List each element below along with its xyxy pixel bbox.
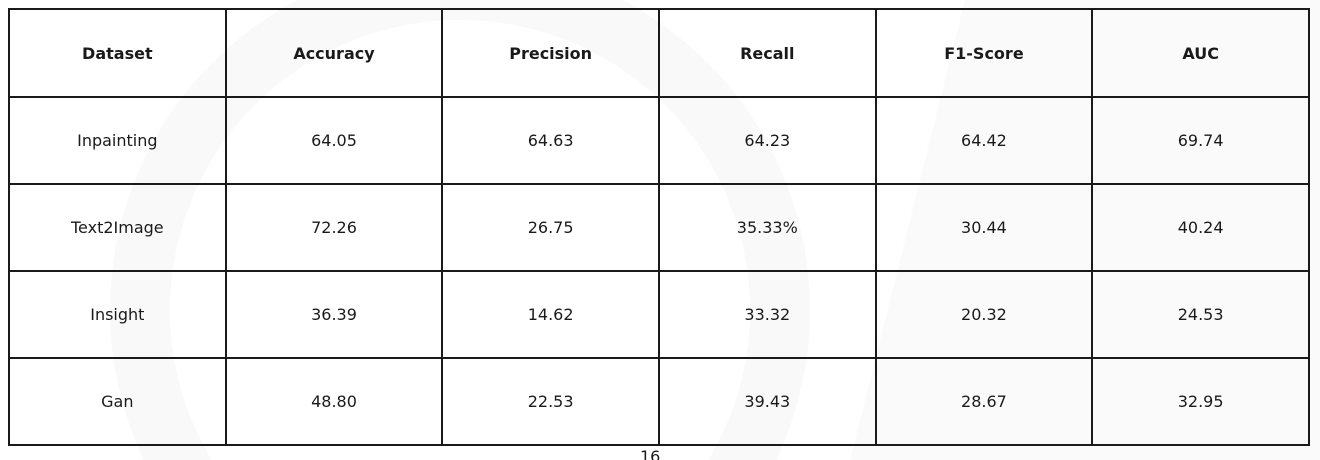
cell-f1-score: 20.32 <box>874 270 1094 359</box>
cell-f1-score: 28.67 <box>874 357 1094 446</box>
cell-f1-score: 30.44 <box>874 183 1094 272</box>
header-accuracy: Accuracy <box>224 8 444 98</box>
cell-precision: 22.53 <box>441 357 660 446</box>
table-row: Text2Image 72.26 26.75 35.33% 30.44 40.2… <box>8 183 1310 272</box>
results-table: Dataset Accuracy Precision Recall F1-Sco… <box>8 8 1310 446</box>
header-auc: AUC <box>1091 8 1310 98</box>
header-f1-score: F1-Score <box>874 8 1094 98</box>
cell-auc: 40.24 <box>1091 183 1310 272</box>
cell-f1-score: 64.42 <box>874 96 1094 185</box>
cell-auc: 69.74 <box>1091 96 1310 185</box>
header-dataset: Dataset <box>8 8 227 98</box>
cell-recall: 33.32 <box>657 270 877 359</box>
cell-auc: 24.53 <box>1091 270 1310 359</box>
header-precision: Precision <box>441 8 660 98</box>
cell-precision: 14.62 <box>441 270 660 359</box>
cell-precision: 64.63 <box>441 96 660 185</box>
cell-recall: 39.43 <box>657 357 877 446</box>
cell-accuracy: 72.26 <box>224 183 444 272</box>
table-row: Inpainting 64.05 64.63 64.23 64.42 69.74 <box>8 96 1310 185</box>
cell-dataset: Gan <box>8 357 227 446</box>
cell-dataset: Inpainting <box>8 96 227 185</box>
cell-recall: 64.23 <box>657 96 877 185</box>
cell-dataset: Text2Image <box>8 183 227 272</box>
cell-precision: 26.75 <box>441 183 660 272</box>
table-row: Insight 36.39 14.62 33.32 20.32 24.53 <box>8 270 1310 359</box>
table-row: Gan 48.80 22.53 39.43 28.67 32.95 <box>8 357 1310 446</box>
cell-accuracy: 36.39 <box>224 270 444 359</box>
cell-dataset: Insight <box>8 270 227 359</box>
cell-auc: 32.95 <box>1091 357 1310 446</box>
cell-accuracy: 64.05 <box>224 96 444 185</box>
table-header-row: Dataset Accuracy Precision Recall F1-Sco… <box>8 8 1310 98</box>
cell-recall: 35.33% <box>657 183 877 272</box>
page-number: 16 <box>640 447 661 460</box>
cell-accuracy: 48.80 <box>224 357 444 446</box>
header-recall: Recall <box>657 8 877 98</box>
